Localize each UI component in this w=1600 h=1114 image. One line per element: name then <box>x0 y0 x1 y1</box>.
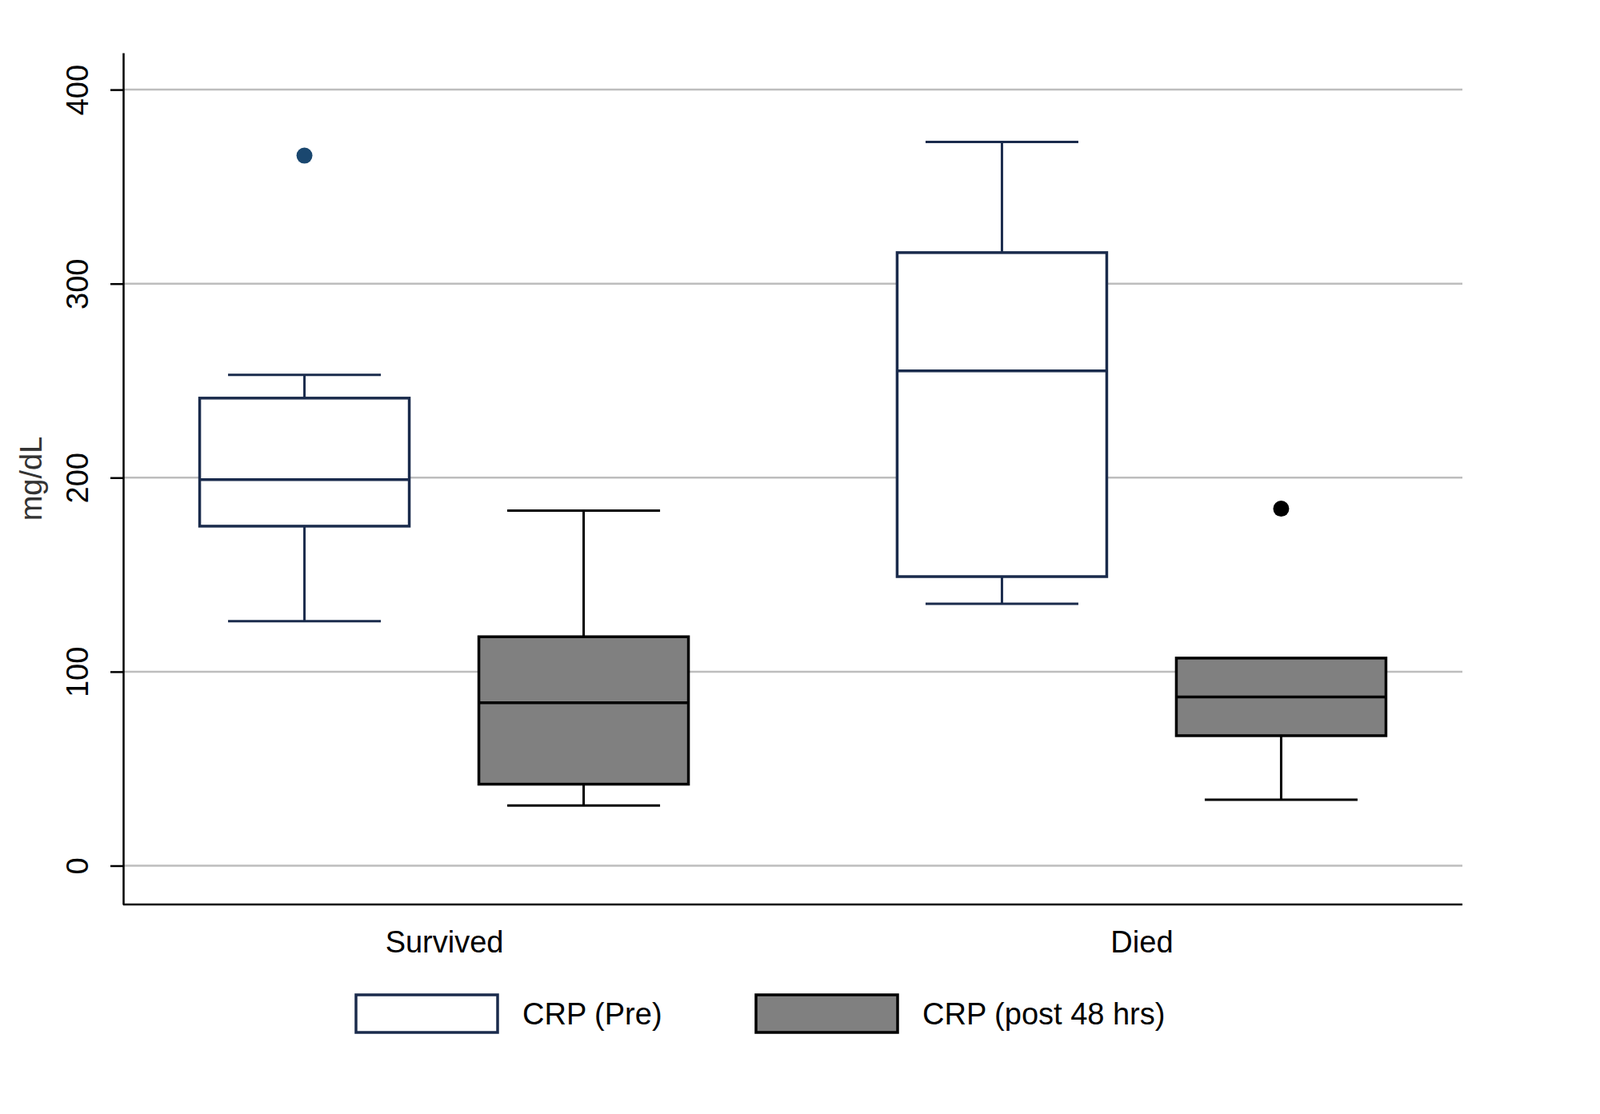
outlier <box>296 148 313 164</box>
grid-line <box>123 864 1463 868</box>
grid <box>123 89 1463 866</box>
tick-label: Survived <box>385 925 504 960</box>
legend-swatch <box>756 995 898 1033</box>
tick-label: 200 <box>60 452 95 504</box>
box <box>896 142 1107 604</box>
tick-label: 300 <box>60 258 95 309</box>
whisker-cap <box>507 804 660 808</box>
x-tick: Died <box>1110 925 1173 960</box>
box-series <box>479 500 1387 806</box>
whisker <box>1000 576 1004 604</box>
whisker <box>1280 736 1283 800</box>
plot-marks <box>200 142 1387 807</box>
y-tick: 0 <box>60 857 124 875</box>
y-axis: 0 100 200 300 400 <box>60 53 124 906</box>
y-tick: 200 <box>60 452 124 504</box>
whisker-cap <box>925 602 1079 605</box>
tick-label: 100 <box>60 647 95 698</box>
box-body <box>896 252 1107 577</box>
whisker <box>303 375 306 399</box>
median <box>200 478 410 482</box>
tick-label: Died <box>1110 925 1173 960</box>
x-tick: Survived <box>385 925 504 960</box>
y-tick: 100 <box>60 647 124 698</box>
box-series <box>200 142 1108 622</box>
whisker-cap <box>925 140 1079 144</box>
whisker <box>303 526 306 622</box>
y-tick: 400 <box>60 64 124 116</box>
box-body <box>1176 658 1386 736</box>
x-axis: Survived Died <box>123 904 1463 960</box>
box <box>479 511 689 807</box>
tick-label: 0 <box>60 857 95 875</box>
tick-mark <box>110 865 124 868</box>
tick-mark <box>110 88 124 92</box>
whisker-cap <box>228 620 381 623</box>
tick-mark <box>110 477 124 480</box>
outlier <box>1272 500 1289 517</box>
box-body <box>479 636 689 784</box>
box <box>200 148 410 622</box>
tick-mark <box>110 671 124 674</box>
legend-swatch <box>356 995 498 1033</box>
grid-line <box>123 282 1463 285</box>
legend-label: CRP (Pre) <box>522 997 663 1032</box>
tick-mark <box>110 283 124 286</box>
whisker <box>582 784 585 807</box>
chart: 0100200300400SurvivedDiedmg/dLCRP (Pre)C… <box>0 0 1600 1114</box>
y-axis-title: mg/dL <box>14 436 48 522</box>
box-body <box>200 398 410 527</box>
legend-label: CRP (post 48 hrs) <box>922 997 1165 1032</box>
whisker-cap <box>228 373 381 376</box>
median <box>896 369 1107 373</box>
grid-line <box>123 88 1463 92</box>
x-axis-line <box>123 904 1463 907</box>
tick-label: 400 <box>60 64 95 116</box>
median <box>479 701 689 705</box>
y-tick: 300 <box>60 258 124 309</box>
legend: CRP (Pre) CRP (post 48 hrs) <box>356 995 1165 1033</box>
median <box>1176 696 1386 700</box>
whisker-cap <box>1204 798 1358 801</box>
box <box>1176 500 1386 800</box>
whisker-cap <box>507 509 660 512</box>
whisker <box>582 511 585 638</box>
whisker <box>1000 142 1004 253</box>
